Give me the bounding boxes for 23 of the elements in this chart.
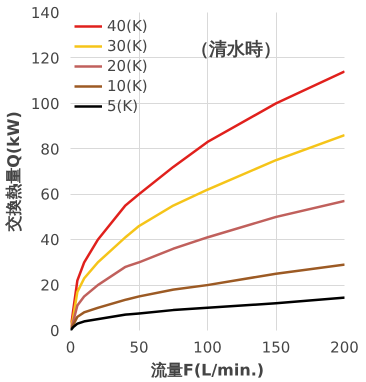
legend-label: 30(K): [107, 37, 148, 55]
y-tick-label: 140: [30, 4, 60, 22]
x-tick-label: 0: [66, 338, 76, 356]
legend-label: 10(K): [107, 77, 148, 95]
legend-label: 5(K): [107, 97, 138, 115]
y-tick-label: 0: [50, 322, 60, 340]
y-tick-label: 120: [30, 49, 60, 68]
y-tick-label: 40: [40, 231, 60, 250]
x-tick-label: 100: [193, 338, 222, 356]
y-tick-label: 20: [40, 276, 60, 295]
x-tick-label: 150: [262, 338, 290, 356]
legend-label: 20(K): [107, 57, 148, 75]
y-tick-label: 100: [30, 94, 60, 113]
x-tick-label: 200: [330, 338, 359, 356]
line-series: [70, 296, 344, 330]
x-axis-title: 流量F(L/min.): [150, 360, 264, 380]
y-tick-label: 80: [40, 140, 60, 158]
legend-label: 40(K): [107, 17, 148, 35]
y-axis-title: 交換熱量Q(kW): [4, 111, 23, 233]
y-tick-label: 60: [40, 186, 60, 204]
x-tick-label: 50: [129, 338, 149, 356]
line-series: [70, 263, 344, 330]
annotation: （清水時）: [191, 39, 282, 60]
